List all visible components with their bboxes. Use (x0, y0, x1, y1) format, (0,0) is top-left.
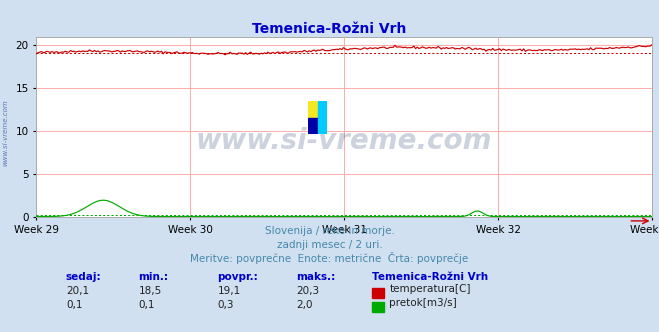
Text: 20,3: 20,3 (297, 286, 320, 296)
Text: povpr.:: povpr.: (217, 272, 258, 282)
Text: min.:: min.: (138, 272, 169, 282)
Text: 0,3: 0,3 (217, 300, 234, 310)
Text: 0,1: 0,1 (66, 300, 82, 310)
Text: Slovenija / reke in morje.: Slovenija / reke in morje. (264, 226, 395, 236)
Text: 2,0: 2,0 (297, 300, 313, 310)
Text: sedaj:: sedaj: (66, 272, 101, 282)
Bar (308, 101, 318, 118)
Bar (318, 101, 327, 118)
Text: Temenica-Rožni Vrh: Temenica-Rožni Vrh (372, 272, 488, 282)
Text: 20,1: 20,1 (66, 286, 89, 296)
Text: Temenica-Rožni Vrh: Temenica-Rožni Vrh (252, 22, 407, 36)
Bar (308, 118, 318, 134)
Text: zadnji mesec / 2 uri.: zadnji mesec / 2 uri. (277, 240, 382, 250)
Text: 18,5: 18,5 (138, 286, 161, 296)
Text: pretok[m3/s]: pretok[m3/s] (389, 298, 457, 308)
Text: 19,1: 19,1 (217, 286, 241, 296)
Text: Meritve: povprečne  Enote: metrične  Črta: povprečje: Meritve: povprečne Enote: metrične Črta:… (190, 252, 469, 264)
Text: temperatura[C]: temperatura[C] (389, 284, 471, 294)
Text: 0,1: 0,1 (138, 300, 155, 310)
Text: www.si-vreme.com: www.si-vreme.com (2, 99, 9, 166)
Text: maks.:: maks.: (297, 272, 336, 282)
Bar (318, 118, 327, 134)
Text: www.si-vreme.com: www.si-vreme.com (196, 127, 492, 155)
